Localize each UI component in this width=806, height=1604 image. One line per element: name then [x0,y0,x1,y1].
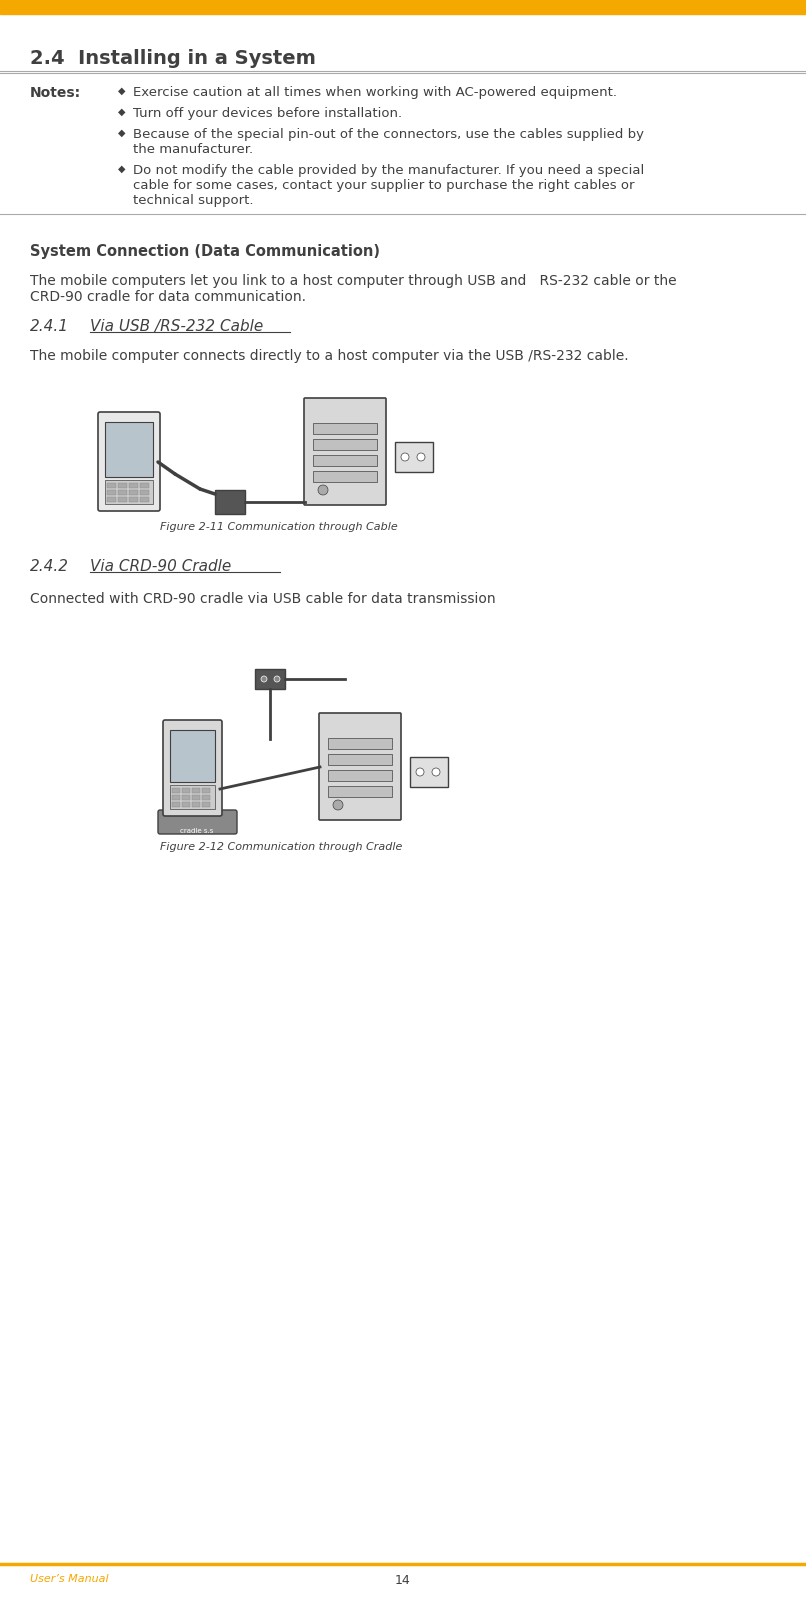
Bar [105,422,153,476]
Text: Via CRD-90 Cradle: Via CRD-90 Cradle [90,560,231,574]
Bar [192,802,200,807]
FancyBboxPatch shape [163,720,222,816]
Text: ◆: ◆ [118,87,126,96]
Bar [328,786,392,797]
Bar [172,788,180,792]
Bar [313,423,377,435]
Bar [328,770,392,781]
Bar [107,489,116,496]
Text: Turn off your devices before installation.: Turn off your devices before installatio… [133,107,402,120]
Bar [172,802,180,807]
Text: Because of the special pin-out of the connectors, use the cables supplied by
the: Because of the special pin-out of the co… [133,128,644,156]
Text: Notes:: Notes: [30,87,81,99]
Text: Via USB /RS-232 Cable: Via USB /RS-232 Cable [90,319,264,334]
Bar [118,497,127,502]
Text: 2.4.2: 2.4.2 [30,560,69,574]
Bar [202,802,210,807]
Text: ◆: ◆ [118,164,126,173]
Text: The mobile computers let you link to a host computer through USB and   RS-232 ca: The mobile computers let you link to a h… [30,274,676,305]
Bar [215,489,245,513]
Text: Do not modify the cable provided by the manufacturer. If you need a special
cabl: Do not modify the cable provided by the … [133,164,644,207]
Text: User’s Manual: User’s Manual [30,1574,109,1585]
Text: Figure 2-12 Communication through Cradle: Figure 2-12 Communication through Cradle [160,842,402,852]
FancyBboxPatch shape [98,412,160,512]
Text: 14: 14 [395,1574,411,1586]
FancyBboxPatch shape [158,810,237,834]
Bar [410,757,448,788]
Bar [192,796,200,800]
Bar [170,730,215,783]
Bar [129,483,138,488]
Circle shape [318,484,328,496]
Bar [313,439,377,451]
Bar [170,784,215,808]
Text: ◆: ◆ [118,107,126,117]
Bar [105,480,153,504]
Bar [313,472,377,481]
Bar [140,497,149,502]
Bar [182,788,190,792]
Bar [202,788,210,792]
Bar [0,0,806,14]
Circle shape [417,452,425,460]
Circle shape [401,452,409,460]
Bar [140,489,149,496]
Bar [255,669,285,690]
Bar [140,483,149,488]
Bar [118,483,127,488]
Text: Connected with CRD-90 cradle via USB cable for data transmission: Connected with CRD-90 cradle via USB cab… [30,592,496,606]
Bar [202,796,210,800]
Bar [118,489,127,496]
Bar [395,443,433,472]
FancyBboxPatch shape [304,398,386,505]
Bar [107,497,116,502]
Text: Figure 2-11 Communication through Cable: Figure 2-11 Communication through Cable [160,521,397,533]
Text: ◆: ◆ [118,128,126,138]
Circle shape [333,800,343,810]
Circle shape [416,768,424,776]
FancyBboxPatch shape [319,714,401,820]
Bar [182,796,190,800]
Circle shape [274,675,280,682]
Bar [129,489,138,496]
Text: 2.4  Installing in a System: 2.4 Installing in a System [30,50,316,67]
Bar [107,483,116,488]
Bar [182,802,190,807]
Bar [172,796,180,800]
Circle shape [261,675,267,682]
Text: The mobile computer connects directly to a host computer via the USB /RS-232 cab: The mobile computer connects directly to… [30,350,629,363]
Bar [192,788,200,792]
Text: 2.4.1: 2.4.1 [30,319,69,334]
Bar [328,738,392,749]
Circle shape [432,768,440,776]
Bar [313,456,377,467]
Bar [328,754,392,765]
Text: Exercise caution at all times when working with AC-powered equipment.: Exercise caution at all times when worki… [133,87,617,99]
Text: System Connection (Data Communication): System Connection (Data Communication) [30,244,380,258]
Text: cradle s.s: cradle s.s [180,828,214,834]
Bar [129,497,138,502]
